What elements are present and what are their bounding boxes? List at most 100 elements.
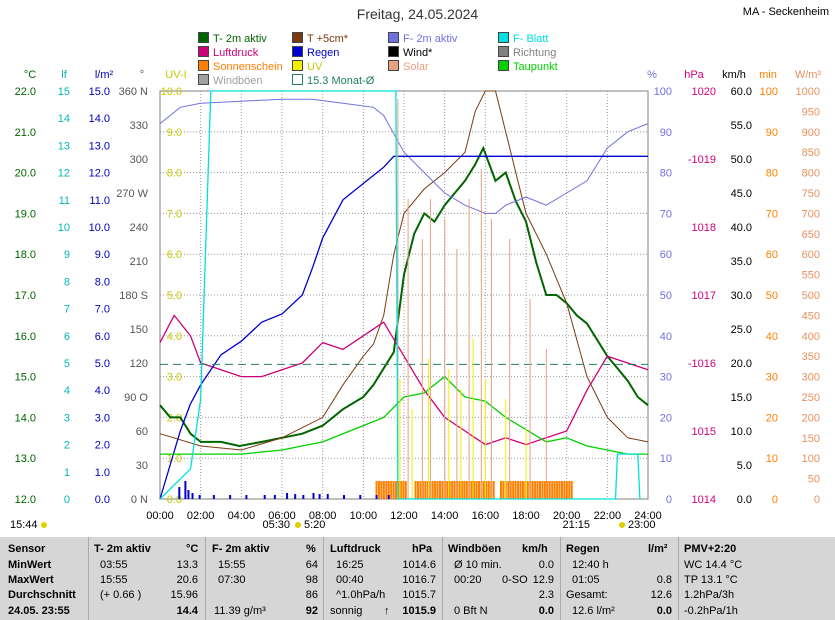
y-tick-uv: 0.0 xyxy=(167,494,182,506)
sunshine-bar xyxy=(517,481,520,499)
sunshine-bar xyxy=(402,481,405,499)
axis-unit-press: hPa xyxy=(684,69,704,81)
legend-label: Taupunkt xyxy=(513,61,558,73)
legend-swatch xyxy=(292,60,303,71)
y-tick-rain: 1.0 xyxy=(95,467,110,479)
sunshine-bar xyxy=(487,481,490,499)
y-tick-rain: 3.0 xyxy=(95,412,110,424)
legend-label: 15.3 Monat-Ø xyxy=(307,75,375,87)
legend-item: Richtung xyxy=(498,46,556,60)
y-tick-temp: 17.0 xyxy=(15,290,36,302)
y-tick-solar: 50 xyxy=(808,474,820,486)
stat-max-r-val: 0.8 xyxy=(656,574,672,586)
x-tick-label: 16:00 xyxy=(472,510,500,522)
y-tick-rain: 15.0 xyxy=(89,86,110,98)
y-tick-press: 1017 xyxy=(692,290,716,302)
legend-swatch xyxy=(498,32,509,43)
rain-bar xyxy=(178,487,181,499)
sunshine-bar xyxy=(417,481,420,499)
y-tick-solar: 600 xyxy=(802,249,820,261)
y-tick-min: 40 xyxy=(766,331,778,343)
y-tick-leaf: 7 xyxy=(64,304,70,316)
stats-table: Sensor T- 2m aktiv °C F- 2m aktiv % Luft… xyxy=(0,537,835,620)
stat-header-rain-unit: l/m² xyxy=(648,543,668,555)
y-tick-press: 1020 xyxy=(692,86,716,98)
stat-max-p-time: 00:40 xyxy=(336,574,364,586)
y-tick-dir: 300 xyxy=(130,154,148,166)
sunshine-bar xyxy=(475,481,478,499)
sunshine-bar xyxy=(390,481,393,499)
sunshine-bar xyxy=(534,481,537,499)
rain-bar xyxy=(375,495,378,499)
sunshine-bar xyxy=(524,481,527,499)
sunshine-bar xyxy=(514,481,517,499)
y-tick-rain: 6.0 xyxy=(95,331,110,343)
axis-unit-temp: °C xyxy=(24,69,36,81)
y-tick-min: 10 xyxy=(766,453,778,465)
x-tick-label: 12:00 xyxy=(390,510,418,522)
y-tick-uv: 5.0 xyxy=(167,290,182,302)
y-tick-min: 0 xyxy=(772,494,778,506)
y-tick-wind: 25.0 xyxy=(731,324,752,336)
sunshine-bar xyxy=(543,481,546,499)
sunshine-bar xyxy=(546,481,549,499)
y-tick-wind: 45.0 xyxy=(731,188,752,200)
sunshine-bar xyxy=(526,481,529,499)
rain-bar xyxy=(229,495,232,499)
rain-bar xyxy=(184,481,187,499)
stat-header-sensor: Sensor xyxy=(8,543,46,555)
y-tick-dir: 330 xyxy=(130,120,148,132)
y-tick-temp: 19.0 xyxy=(15,208,36,220)
y-tick-rain: 8.0 xyxy=(95,276,110,288)
x-tick-label: 22:00 xyxy=(594,510,622,522)
sunshine-bar xyxy=(419,481,422,499)
rain-bar xyxy=(212,495,215,499)
y-tick-rain: 9.0 xyxy=(95,249,110,261)
y-tick-rain: 0.0 xyxy=(95,494,110,506)
sunshine-bar xyxy=(556,481,559,499)
y-tick-wind: 35.0 xyxy=(731,256,752,268)
sunshine-bar xyxy=(492,481,495,499)
sunshine-bar xyxy=(451,481,454,499)
y-tick-dir: 210 xyxy=(130,256,148,268)
legend-swatch xyxy=(498,60,509,71)
series-line xyxy=(159,98,649,214)
y-tick-dir: 150 xyxy=(130,324,148,336)
y-tick-hum: 60 xyxy=(660,249,672,261)
sunshine-bar xyxy=(499,481,502,499)
stat-avg-t-val: 15.96 xyxy=(170,589,198,601)
axis-unit-rain: l/m² xyxy=(95,69,114,81)
y-tick-min: 70 xyxy=(766,208,778,220)
series-line xyxy=(159,314,649,446)
stat-min-pmv: WC 14.4 °C xyxy=(684,559,743,571)
sunshine-bar xyxy=(560,481,563,499)
sunset-secondary-label: 23:00 xyxy=(628,519,656,531)
legend-label: Richtung xyxy=(513,47,557,59)
y-tick-wind: 40.0 xyxy=(731,222,752,234)
sunshine-bar xyxy=(478,481,481,499)
y-tick-hum: 80 xyxy=(660,168,672,180)
station-name: MA - Seckenheim xyxy=(742,6,829,18)
y-tick-min: 50 xyxy=(766,290,778,302)
y-tick-solar: 550 xyxy=(802,270,820,282)
sunshine-bar xyxy=(387,481,390,499)
y-tick-uv: 3.0 xyxy=(167,372,182,384)
weather-chart: 00:00 02:00 04:00 06:00 08:00 10:00 12:00 14:00… xyxy=(10,69,821,531)
stat-min-g-val: 0.0 xyxy=(538,559,554,571)
legend-swatch xyxy=(198,46,209,57)
stat-max-t-time: 15:55 xyxy=(100,574,128,586)
stat-header-rain: Regen xyxy=(566,543,600,555)
legend-label: F- Blatt xyxy=(513,33,549,45)
legend-swatch xyxy=(498,46,509,57)
legend-item: UV xyxy=(292,60,322,74)
stat-min-f-val: 64 xyxy=(305,559,318,571)
y-tick-uv: 1.0 xyxy=(167,453,182,465)
sunshine-bar xyxy=(541,481,544,499)
y-tick-solar: 700 xyxy=(802,208,820,220)
y-tick-temp: 20.0 xyxy=(15,168,36,180)
y-tick-solar: 100 xyxy=(802,453,820,465)
x-tick-label: 02:00 xyxy=(187,510,215,522)
sunshine-bar xyxy=(531,481,534,499)
stat-max-g-val: 12.9 xyxy=(532,574,554,586)
stat-min-p-val: 1014.6 xyxy=(402,559,436,571)
